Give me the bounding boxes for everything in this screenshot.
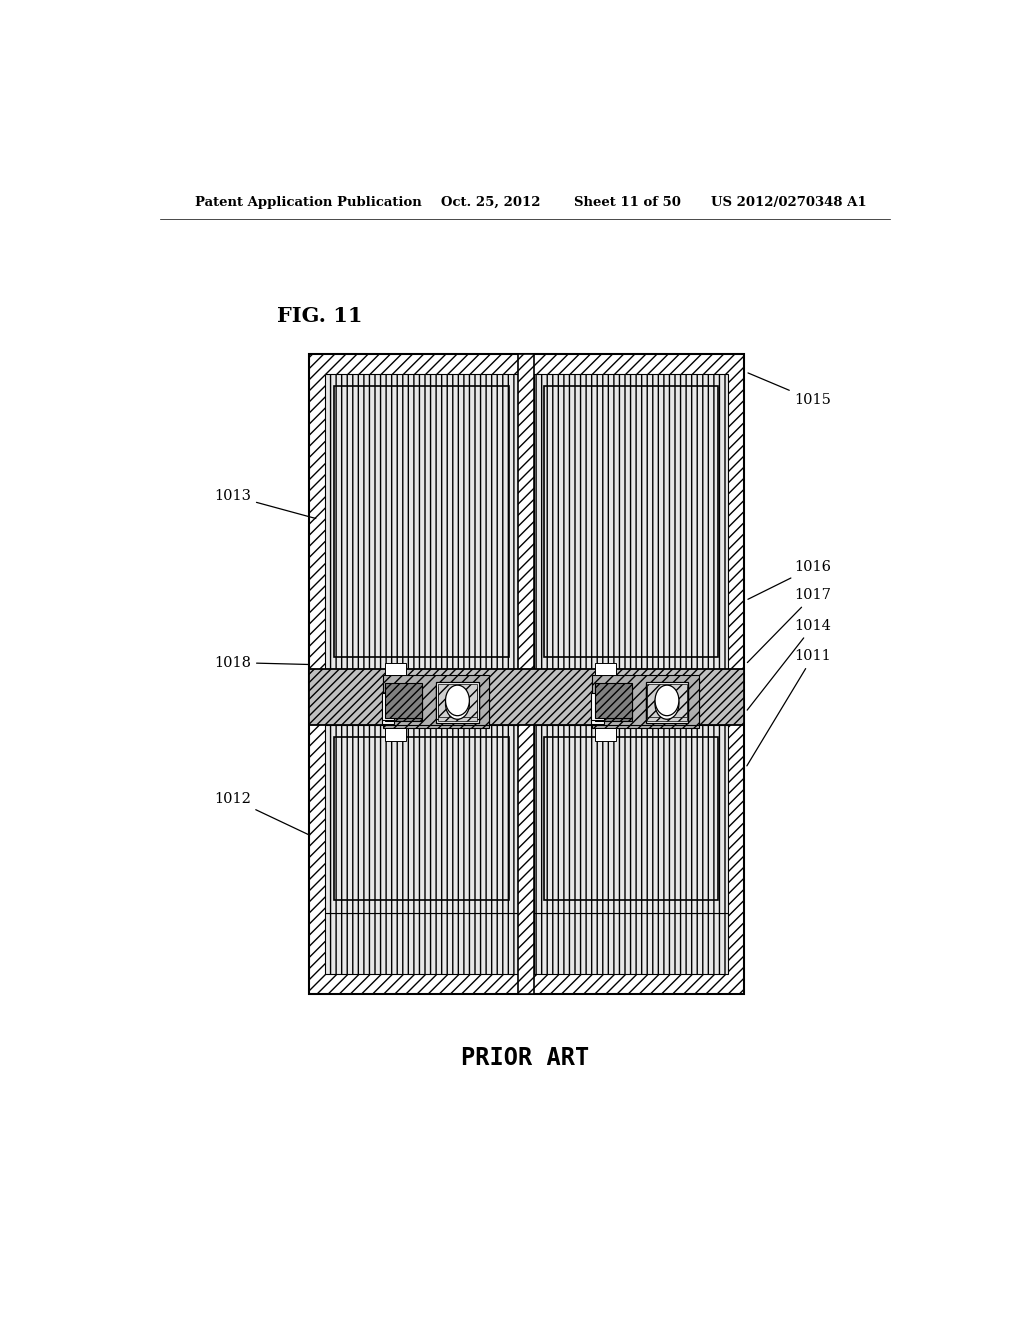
Bar <box>591 693 604 719</box>
Bar <box>647 688 687 721</box>
Bar <box>385 663 407 676</box>
Bar <box>383 676 489 725</box>
Text: 1014: 1014 <box>748 619 831 710</box>
Bar <box>436 685 479 722</box>
Bar <box>595 686 632 721</box>
Bar <box>544 385 719 657</box>
Bar <box>436 682 479 719</box>
Text: 1016: 1016 <box>748 560 831 599</box>
Bar <box>309 354 743 994</box>
Bar <box>385 729 407 741</box>
Bar <box>385 682 422 718</box>
Bar <box>646 682 688 719</box>
Text: 1013: 1013 <box>214 488 315 519</box>
Text: Patent Application Publication: Patent Application Publication <box>196 195 422 209</box>
Bar <box>591 696 604 723</box>
Text: 1011: 1011 <box>746 649 831 766</box>
Text: 1012: 1012 <box>214 792 309 836</box>
Bar <box>382 696 394 723</box>
Circle shape <box>445 689 469 719</box>
Bar <box>325 725 518 912</box>
Bar <box>535 725 728 912</box>
Bar <box>595 682 632 718</box>
Text: FIG. 11: FIG. 11 <box>278 306 362 326</box>
Bar <box>325 374 518 669</box>
Circle shape <box>655 689 679 719</box>
Text: 1018: 1018 <box>214 656 309 669</box>
Bar <box>593 678 699 729</box>
Bar <box>325 912 518 974</box>
Bar <box>593 676 699 725</box>
Text: 1015: 1015 <box>748 374 831 408</box>
Bar <box>535 912 728 974</box>
Bar <box>325 374 728 974</box>
Circle shape <box>445 685 469 715</box>
Bar <box>535 374 728 669</box>
Bar <box>646 685 688 722</box>
Text: Sheet 11 of 50: Sheet 11 of 50 <box>574 195 681 209</box>
Bar <box>334 385 509 657</box>
Bar <box>595 729 615 741</box>
Bar <box>647 684 687 717</box>
Text: Oct. 25, 2012: Oct. 25, 2012 <box>441 195 541 209</box>
Text: 1017: 1017 <box>748 589 831 663</box>
Bar <box>437 688 477 721</box>
Bar <box>518 354 535 994</box>
Text: US 2012/0270348 A1: US 2012/0270348 A1 <box>712 195 867 209</box>
Bar <box>334 737 509 900</box>
Bar <box>544 737 719 900</box>
Bar <box>595 663 615 676</box>
Bar <box>309 669 743 725</box>
Text: PRIOR ART: PRIOR ART <box>461 1045 589 1071</box>
Bar <box>383 678 489 729</box>
Bar <box>385 686 422 721</box>
Bar <box>382 693 394 719</box>
Circle shape <box>655 685 679 715</box>
Bar <box>437 684 477 717</box>
